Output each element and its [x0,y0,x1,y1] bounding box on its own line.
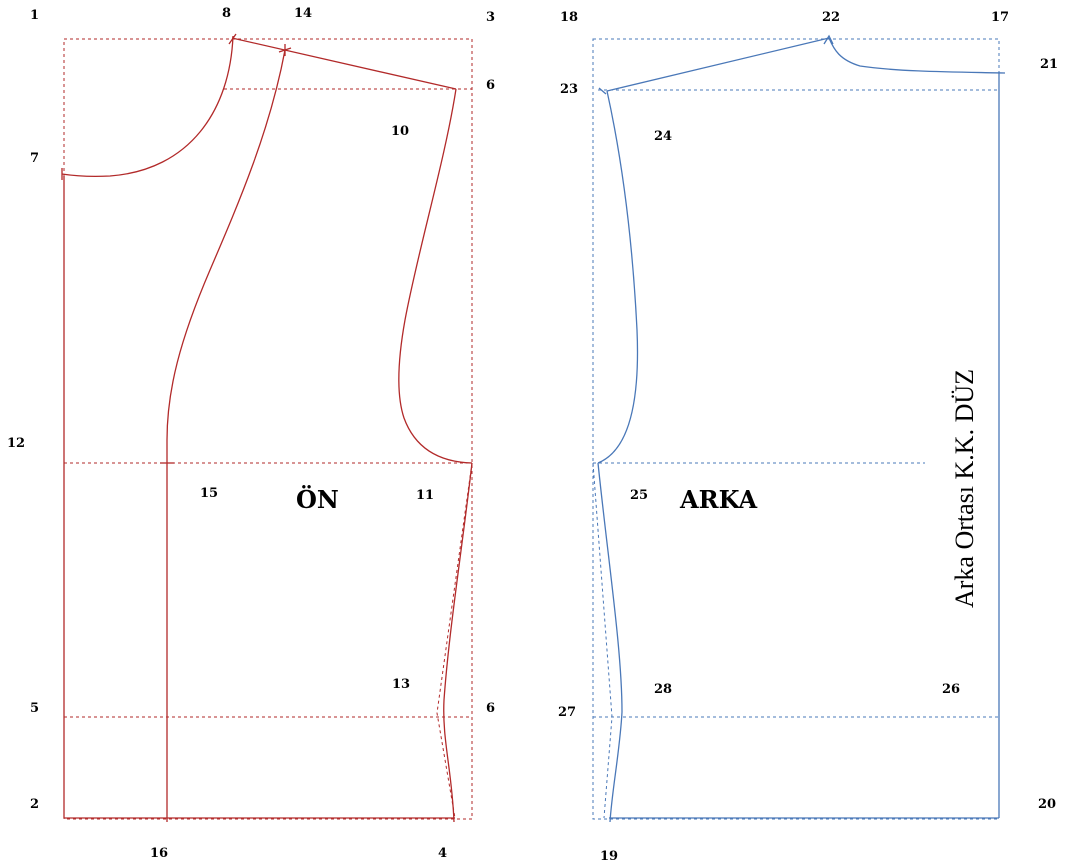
front-point-label: 12 [7,436,25,451]
back-neckline [828,37,1006,74]
front-point-label: 11 [416,488,434,503]
back-point-label: 21 [1040,57,1058,72]
back-neck-tick-22 [823,34,834,45]
front-style-line [166,49,286,822]
front-point-label: 16 [150,846,168,861]
front-side-guide [436,462,473,819]
back-side-guide [592,462,613,819]
back-piece: 18 22 17 21 23 24 25 28 26 27 20 19 ARKA… [558,10,1058,864]
back-point-label: 20 [1038,797,1056,812]
front-point-label: 4 [438,846,447,861]
back-guide-frame [592,38,1000,820]
front-point-label: 7 [30,151,39,166]
front-armhole [398,88,473,464]
front-side-seam [443,462,473,823]
front-shoulder-line [231,37,457,90]
front-guide-frame [63,38,473,820]
front-point-label: 3 [486,10,495,25]
back-point-label: 18 [560,10,578,25]
back-point-label: 17 [991,10,1009,25]
front-tick-14 [278,44,292,56]
back-shoulder-line [606,37,830,92]
back-point-label: 25 [630,488,648,503]
front-point-label: 1 [30,8,39,23]
front-point-label: 2 [30,797,39,812]
front-point-label: 8 [222,6,231,21]
front-piece-title: ÖN [296,485,339,514]
back-armhole [597,90,639,464]
back-point-label: 26 [942,682,960,697]
front-point-label: 5 [30,701,39,716]
back-piece-title: ARKA [679,485,757,514]
front-point-label: 6 [486,78,495,93]
back-side-seam [597,462,623,823]
front-point-label: 15 [200,486,218,501]
back-neck-tick-23 [598,87,607,95]
back-point-label: 23 [560,82,578,97]
back-point-label: 24 [654,129,672,144]
front-point-label: 13 [392,677,410,692]
front-piece: 1 8 14 3 6 7 10 12 15 11 13 5 6 2 16 4 Ö… [7,6,495,861]
back-point-label: 28 [654,682,672,697]
front-neckline [61,35,234,178]
center-back-grain-label: Arka Ortası K.K. DÜZ [950,369,979,608]
back-point-label: 19 [600,849,618,864]
front-point-label: 6 [486,701,495,716]
front-point-label: 10 [391,124,409,139]
front-neck-tick-top [228,33,237,45]
front-point-label: 14 [294,6,312,21]
back-point-label: 22 [822,10,840,25]
back-point-label: 27 [558,705,576,720]
